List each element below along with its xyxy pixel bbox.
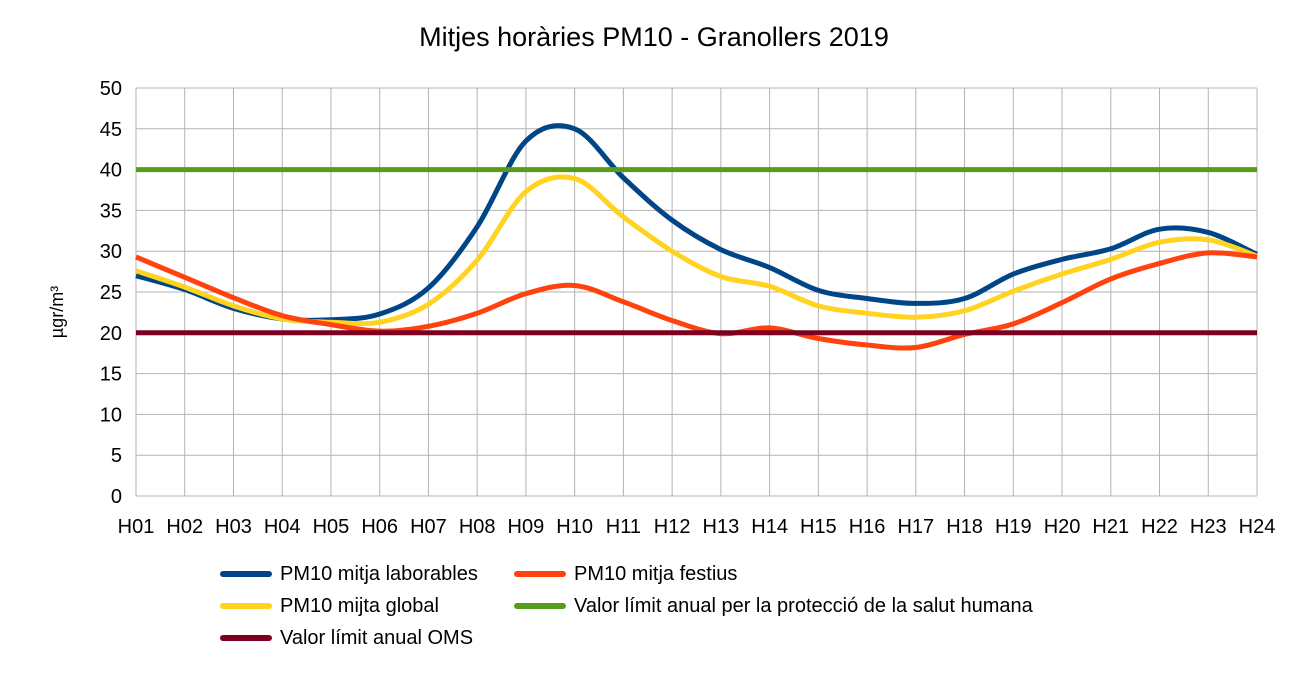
y-tick-label: 45 — [100, 119, 122, 141]
legend: PM10 mitja laborables PM10 mitja festius… — [220, 558, 1120, 654]
legend-item-global: PM10 mijta global — [220, 595, 514, 618]
y-tick-label: 25 — [100, 282, 122, 304]
x-tick-label: H12 — [654, 516, 691, 538]
x-tick-label: H13 — [703, 516, 740, 538]
y-tick-label: 35 — [100, 200, 122, 222]
chart-title: Mitjes horàries PM10 - Granollers 2019 — [419, 22, 889, 52]
grid — [135, 87, 1258, 497]
x-tick-label: H23 — [1190, 516, 1227, 538]
y-tick-label: 40 — [100, 160, 122, 182]
x-tick-label: H22 — [1141, 516, 1178, 538]
legend-swatch-global — [220, 603, 272, 609]
x-tick-label: H08 — [459, 516, 496, 538]
legend-swatch-limit-oms — [220, 635, 272, 641]
x-tick-label: H05 — [313, 516, 350, 538]
legend-label-limit-oms: Valor límit anual OMS — [280, 626, 474, 649]
y-axis-label: µgr/m³ — [47, 286, 67, 338]
y-axis: 0 5 10 15 20 25 30 35 40 45 50 — [100, 78, 122, 508]
series-line-1 — [135, 250, 1258, 351]
legend-swatch-laborables — [220, 571, 272, 577]
x-tick-label: H14 — [751, 516, 788, 538]
x-tick-label: H21 — [1092, 516, 1129, 538]
x-tick-label: H09 — [508, 516, 545, 538]
x-tick-label: H10 — [556, 516, 593, 538]
y-tick-label: 10 — [100, 404, 122, 426]
y-tick-label: 50 — [100, 78, 122, 100]
y-tick-label: 0 — [111, 486, 122, 508]
legend-item-festius: PM10 mitja festius — [514, 563, 737, 586]
x-tick-label: H16 — [849, 516, 886, 538]
x-tick-label: H02 — [166, 516, 203, 538]
legend-item-limit-oms: Valor límit anual OMS — [220, 627, 514, 650]
x-tick-label: H15 — [800, 516, 837, 538]
legend-label-limit-salut: Valor límit anual per la protecció de la… — [574, 594, 1033, 617]
legend-item-laborables: PM10 mitja laborables — [220, 563, 514, 586]
legend-swatch-limit-salut — [514, 603, 566, 609]
series-lines — [135, 123, 1259, 351]
x-tick-label: H04 — [264, 516, 301, 538]
x-tick-label: H06 — [361, 516, 398, 538]
legend-swatch-festius — [514, 571, 566, 577]
series-line-2 — [135, 174, 1258, 327]
y-tick-label: 5 — [111, 445, 122, 467]
y-tick-label: 30 — [100, 241, 122, 263]
x-tick-label: H01 — [118, 516, 155, 538]
x-tick-label: H07 — [410, 516, 447, 538]
legend-label-laborables: PM10 mitja laborables — [280, 562, 478, 585]
x-tick-label: H19 — [995, 516, 1032, 538]
x-tick-label: H24 — [1239, 516, 1276, 538]
legend-item-limit-salut: Valor límit anual per la protecció de la… — [514, 595, 1033, 618]
x-tick-label: H20 — [1044, 516, 1081, 538]
x-tick-label: H18 — [946, 516, 983, 538]
x-tick-label: H17 — [897, 516, 934, 538]
legend-label-festius: PM10 mitja festius — [574, 562, 738, 585]
x-axis: H01 H02 H03 H04 H05 H06 H07 H08 H09 H10 H11 H12 H13 H… — [118, 516, 1276, 538]
y-tick-label: 20 — [100, 323, 122, 345]
x-tick-label: H03 — [215, 516, 252, 538]
legend-label-global: PM10 mijta global — [280, 594, 439, 617]
y-tick-label: 15 — [100, 364, 122, 386]
x-tick-label: H11 — [606, 516, 641, 538]
